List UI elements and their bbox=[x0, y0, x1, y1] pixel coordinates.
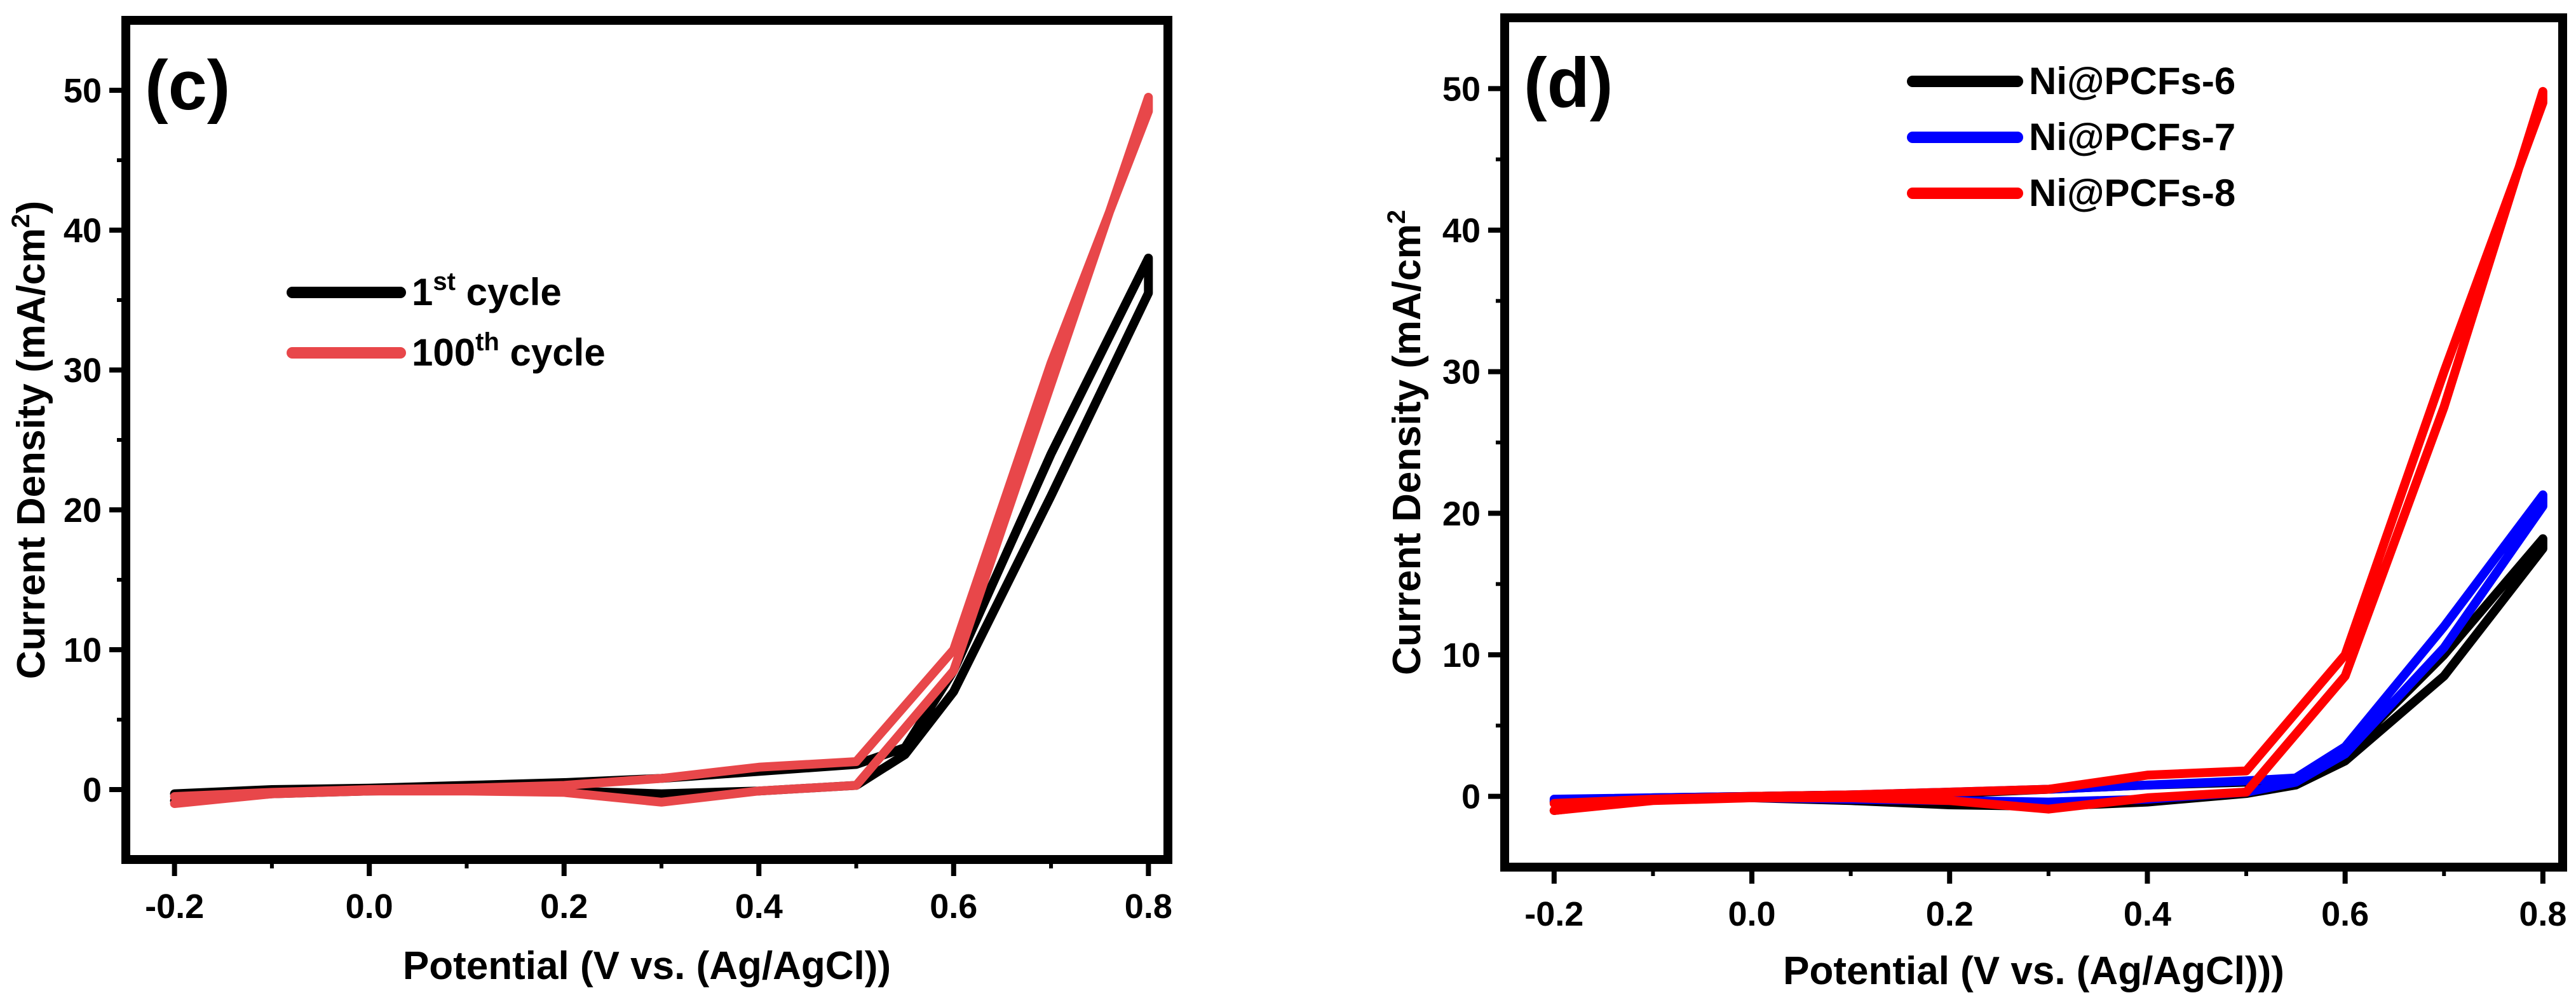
y-tick-label: 10 bbox=[1442, 636, 1481, 675]
y-tick-label: 30 bbox=[1442, 353, 1481, 392]
y-axis-label-text: Current Density (mA/cm bbox=[10, 228, 53, 680]
y-tick-label: 50 bbox=[1442, 70, 1481, 108]
y-axis-label-tail: ) bbox=[10, 201, 53, 214]
legend-label-main: Ni@PCFs-8 bbox=[2029, 172, 2235, 214]
legend-label: Ni@PCFs-6 bbox=[2029, 60, 2235, 102]
series-line-100th-cycle bbox=[170, 93, 1153, 808]
legend-label-sup: st bbox=[433, 268, 456, 296]
y-axis-label: Current Density (mA/cm2) bbox=[7, 201, 53, 680]
legend-label: 100th cycle bbox=[412, 328, 606, 374]
y-tick-label: 30 bbox=[64, 352, 102, 390]
y-tick-label: 20 bbox=[1442, 495, 1481, 533]
y-axis-label-text: Current Density (mA/cm bbox=[1385, 224, 1429, 675]
y-tick-label: 40 bbox=[1442, 212, 1481, 250]
legend-label-main: Ni@PCFs-7 bbox=[2029, 116, 2235, 158]
x-tick-label: 0.2 bbox=[1926, 895, 1974, 933]
plot-frame bbox=[121, 16, 1172, 864]
x-tick-label: 0.4 bbox=[735, 887, 783, 926]
x-tick-label: 0.0 bbox=[1728, 895, 1775, 933]
y-tick-label: 10 bbox=[64, 631, 102, 669]
legend-label-main: Ni@PCFs-6 bbox=[2029, 60, 2235, 102]
y-tick-label: 0 bbox=[83, 771, 102, 809]
chart-panel-c: -0.2 0.0 0.2 0.4 0.6 0.8 0 10 20 30 40 50 (c) Potenti… bbox=[7, 16, 1172, 988]
x-axis-label: Potential (V vs. (Ag/AgCl))) bbox=[1783, 949, 2284, 993]
y-axis-label-sup: 2 bbox=[7, 214, 35, 228]
x-tick-label: 0.8 bbox=[1125, 887, 1172, 926]
y-tick-label: 0 bbox=[1461, 778, 1481, 816]
x-tick-label: 0.2 bbox=[540, 887, 588, 926]
y-tick-label: 50 bbox=[64, 72, 102, 110]
x-tick-label: -0.2 bbox=[1524, 895, 1583, 933]
y-tick-label: 20 bbox=[64, 491, 102, 530]
y-axis-label: Current Density (mA/cm2 bbox=[1383, 210, 1429, 675]
legend-label: Ni@PCFs-8 bbox=[2029, 172, 2235, 214]
legend-label-tail: cycle bbox=[499, 331, 606, 374]
legend-label-sup: th bbox=[475, 328, 499, 356]
y-tick-label: 40 bbox=[64, 212, 102, 250]
x-tick-label: 0.6 bbox=[930, 887, 977, 926]
x-tick-label: -0.2 bbox=[145, 887, 204, 926]
legend-label-tail: cycle bbox=[456, 271, 562, 313]
x-tick-label: 0.4 bbox=[2124, 895, 2171, 933]
x-tick-label: 0.6 bbox=[2321, 895, 2369, 933]
x-axis-label: Potential (V vs. (Ag/AgCl)) bbox=[403, 944, 891, 988]
legend-label: 1st cycle bbox=[412, 268, 562, 313]
panel-label: (c) bbox=[145, 46, 230, 125]
series-line-ni-pcfs-6 bbox=[1549, 534, 2547, 815]
x-tick-label: 0.8 bbox=[2519, 895, 2566, 933]
panel-label: (d) bbox=[1524, 44, 1613, 122]
x-tick-label: 0.0 bbox=[346, 887, 393, 926]
legend-label-main: 100 bbox=[412, 331, 475, 374]
legend-label: Ni@PCFs-7 bbox=[2029, 116, 2235, 158]
series-line-ni-pcfs-8 bbox=[1549, 86, 2547, 815]
chart-panel-d: -0.2 0.0 0.2 0.4 0.6 0.8 0 10 20 30 40 50 (d) Potenti… bbox=[1383, 13, 2567, 993]
legend-label-main: 1 bbox=[412, 271, 433, 313]
y-axis-label-sup: 2 bbox=[1383, 210, 1411, 224]
